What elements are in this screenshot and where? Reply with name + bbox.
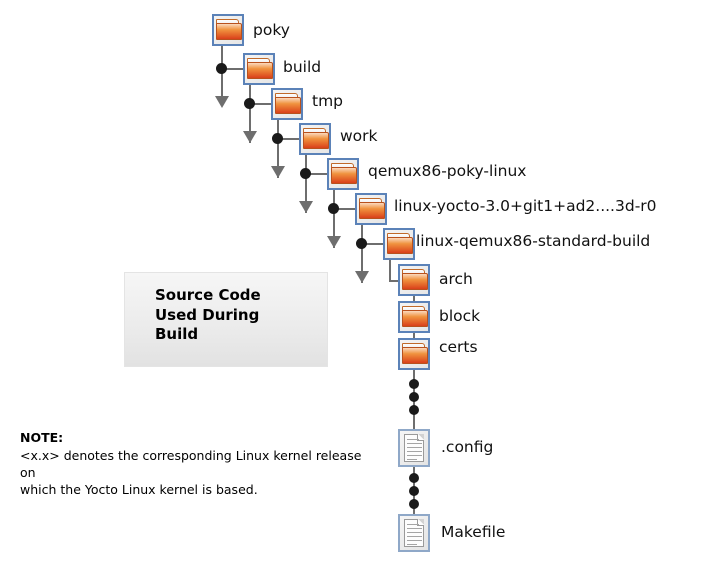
doc-line <box>407 447 422 448</box>
connector-hline-qemux86-yocto <box>333 208 357 210</box>
doc-line <box>407 524 419 525</box>
arrowhead-poky <box>215 96 229 108</box>
node-label-qemux86-poky-linux: qemux86-poky-linux <box>368 162 527 180</box>
note-block: NOTE: <x.x> denotes the corresponding Li… <box>20 430 380 499</box>
doc-line <box>407 540 422 541</box>
connector-vline-work <box>305 155 307 213</box>
connector-hline-build-tmp <box>249 103 273 105</box>
folder-icon-work[interactable] <box>299 123 331 155</box>
node-label-block: block <box>439 307 481 325</box>
connector-vline-poky <box>221 46 223 104</box>
junction-dot-work <box>300 168 311 179</box>
node-label-build: build <box>283 58 322 76</box>
junction-dot-tmp <box>272 133 283 144</box>
document-icon-makefile[interactable] <box>398 514 430 552</box>
connector-vline-stdbuild <box>389 260 391 282</box>
source-code-callout-text: Source Code Used During Build <box>155 286 261 343</box>
ellipsis-dot-2 <box>409 392 419 402</box>
document-icon-config[interactable] <box>398 429 430 467</box>
folder-icon-block[interactable] <box>398 301 430 333</box>
arrowhead-build <box>243 131 257 143</box>
node-label-makefile: Makefile <box>441 523 506 541</box>
note-body: <x.x> denotes the corresponding Linux ke… <box>20 447 362 498</box>
junction-dot-qemux86 <box>328 203 339 214</box>
folder-icon-certs[interactable] <box>398 338 430 370</box>
source-code-callout-box: Source Code Used During Build <box>124 272 328 367</box>
folder-icon-linux-qemux86-standard-build[interactable] <box>383 228 415 260</box>
ellipsis-dot-3 <box>409 405 419 415</box>
folder-icon-arch[interactable] <box>398 264 430 296</box>
note-title: NOTE: <box>20 430 64 445</box>
ellipsis-dot-5 <box>409 486 419 496</box>
connector-hline-yocto-stdbuild <box>361 243 385 245</box>
connector-hline-tmp-work <box>277 138 301 140</box>
node-label-arch: arch <box>439 270 473 288</box>
node-label-certs: certs <box>439 338 478 356</box>
folder-icon-build[interactable] <box>243 53 275 85</box>
doc-line <box>407 532 422 533</box>
doc-line <box>407 443 422 444</box>
junction-dot-poky <box>216 63 227 74</box>
doc-line <box>407 536 422 537</box>
junction-dot-yocto <box>356 238 367 249</box>
connector-hline-poky-build <box>221 68 245 70</box>
connector-elbow-stdbuild-arch <box>389 280 405 282</box>
arrowhead-yocto <box>355 271 369 283</box>
arrowhead-work <box>299 201 313 213</box>
doc-line <box>407 455 422 456</box>
connector-vline-tmp <box>277 120 279 178</box>
doc-line <box>407 451 422 452</box>
node-label-linux-yocto: linux-yocto-3.0+git1+ad2....3d-r0 <box>394 197 657 215</box>
node-label-linux-qemux86-standard-build: linux-qemux86-standard-build <box>416 232 651 250</box>
folder-icon-qemux86-poky-linux[interactable] <box>327 158 359 190</box>
folder-icon-linux-yocto[interactable] <box>355 193 387 225</box>
doc-line <box>407 528 422 529</box>
connector-hline-work-qemux86 <box>305 173 329 175</box>
connector-vline-build <box>249 85 251 143</box>
folder-icon-poky[interactable] <box>212 14 244 46</box>
doc-line <box>407 459 417 460</box>
node-label-tmp: tmp <box>312 92 344 110</box>
arrowhead-qemux86 <box>327 236 341 248</box>
folder-icon-tmp[interactable] <box>271 88 303 120</box>
doc-line <box>407 544 417 545</box>
arrowhead-tmp <box>271 166 285 178</box>
connector-vline-qemux86 <box>333 190 335 248</box>
ellipsis-dot-4 <box>409 473 419 483</box>
doc-line <box>407 439 419 440</box>
ellipsis-dot-6 <box>409 499 419 509</box>
node-label-work: work <box>340 127 378 145</box>
ellipsis-dot-1 <box>409 379 419 389</box>
node-label-poky: poky <box>253 21 290 39</box>
junction-dot-build <box>244 98 255 109</box>
node-label-config: .config <box>441 438 494 456</box>
connector-vline-yocto <box>361 225 363 283</box>
